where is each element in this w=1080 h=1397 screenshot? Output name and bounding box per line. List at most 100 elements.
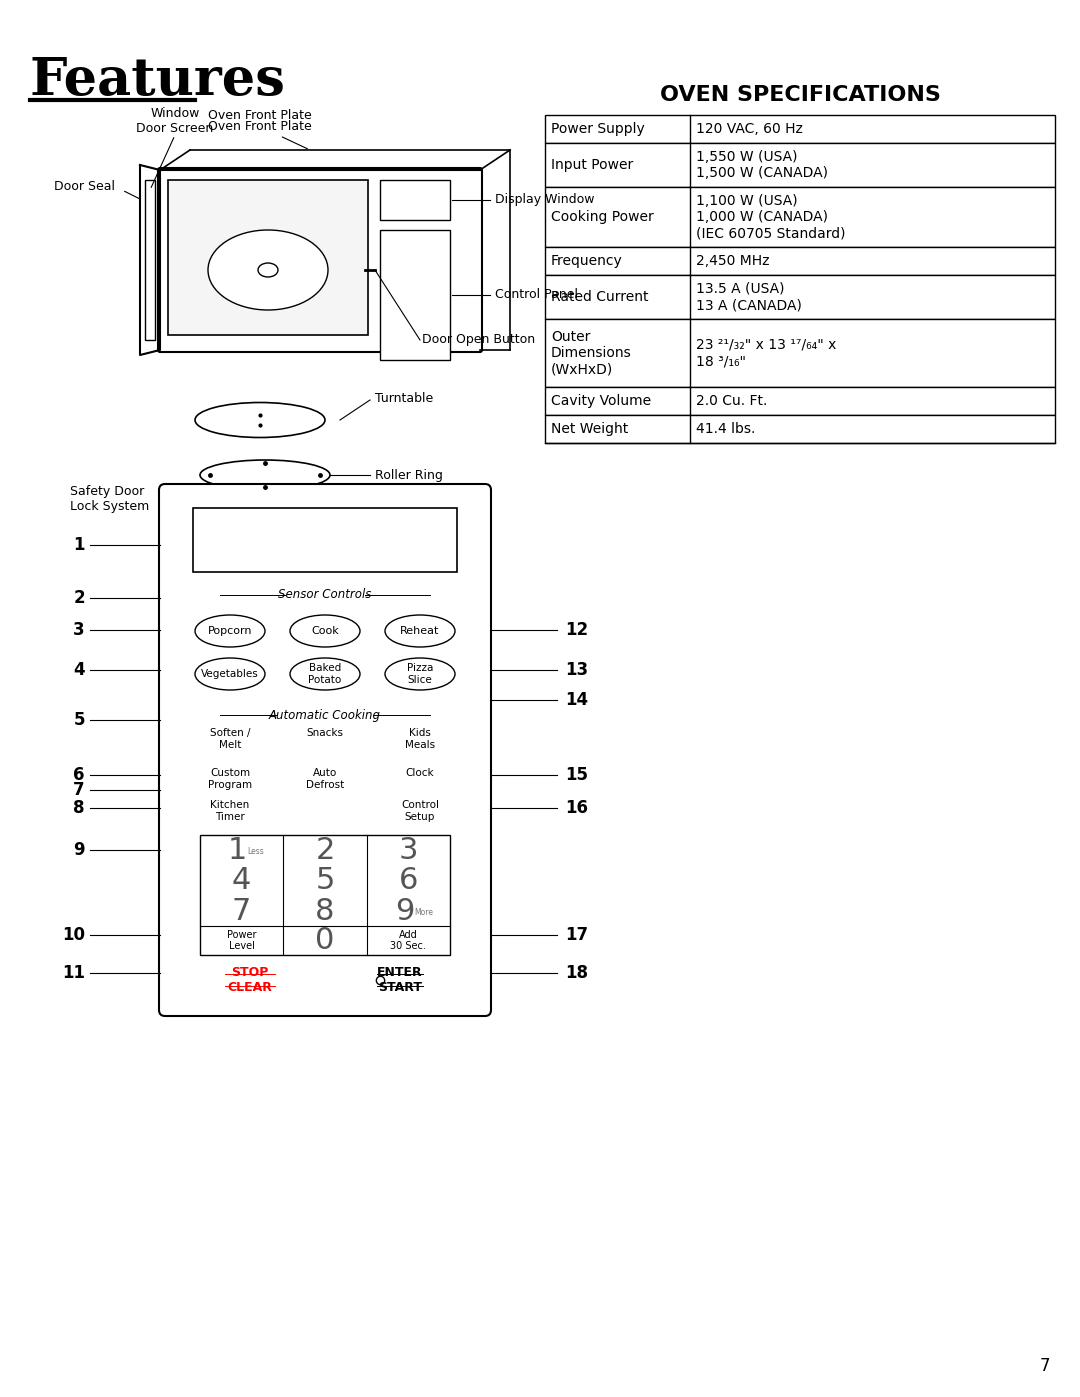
Text: Rated Current: Rated Current [551,291,648,305]
Ellipse shape [258,263,278,277]
Text: Baked
Potato: Baked Potato [309,664,341,685]
FancyBboxPatch shape [159,483,491,1016]
Text: Custom
Program: Custom Program [208,768,252,789]
Bar [545,115,1055,142]
Text: 8: 8 [315,897,335,925]
Text: Vegetables: Vegetables [201,669,259,679]
Text: 1: 1 [73,536,85,555]
Text: More: More [415,908,433,916]
Ellipse shape [208,231,328,310]
Text: Display Window: Display Window [495,194,594,207]
Text: 4: 4 [73,661,85,679]
Text: Safety Door
Lock System: Safety Door Lock System [70,485,149,513]
Text: Turntable: Turntable [375,391,433,405]
Text: 1,100 W (USA)
1,000 W (CANADA)
(IEC 60705 Standard): 1,100 W (USA) 1,000 W (CANADA) (IEC 6070… [696,194,846,240]
Text: 16: 16 [565,799,588,817]
Ellipse shape [195,658,265,690]
Text: 1,550 W (USA)
1,500 W (CANADA): 1,550 W (USA) 1,500 W (CANADA) [696,149,828,180]
Text: Control
Setup: Control Setup [401,800,438,821]
Text: 10: 10 [62,926,85,944]
Ellipse shape [291,658,360,690]
Text: Frequency: Frequency [551,254,623,268]
Text: Snacks: Snacks [307,728,343,738]
Text: Control Panel: Control Panel [495,289,578,302]
Text: Oven Front Plate: Oven Front Plate [208,120,312,149]
Text: Clock: Clock [406,768,434,778]
Ellipse shape [195,615,265,647]
Ellipse shape [384,658,455,690]
Text: 0: 0 [315,926,335,956]
Text: 7: 7 [232,897,252,925]
Text: 4: 4 [232,866,252,895]
Text: 3: 3 [399,835,418,865]
Text: 2.0 Cu. Ft.: 2.0 Cu. Ft. [696,394,768,408]
Text: Pizza
Slice: Pizza Slice [407,664,433,685]
Text: 9: 9 [73,841,85,859]
Ellipse shape [195,402,325,437]
Bar [545,275,1055,319]
Text: 1: 1 [228,835,247,865]
Text: Kitchen
Timer: Kitchen Timer [211,800,249,821]
Text: Net Weight: Net Weight [551,422,629,436]
Text: Automatic Cooking: Automatic Cooking [269,708,381,721]
Text: 120 VAC, 60 Hz: 120 VAC, 60 Hz [696,122,802,136]
Text: 7: 7 [1039,1356,1050,1375]
Text: 11: 11 [62,964,85,982]
Text: Power
Level: Power Level [227,930,256,951]
Text: Soften /
Melt: Soften / Melt [210,728,251,750]
Text: Popcorn: Popcorn [207,626,253,636]
Text: 12: 12 [565,622,589,638]
Text: 2,450 MHz: 2,450 MHz [696,254,769,268]
Text: 15: 15 [565,766,588,784]
Text: Power Supply: Power Supply [551,122,645,136]
Text: Sensor Controls: Sensor Controls [279,588,372,602]
Text: STOP
CLEAR: STOP CLEAR [228,965,272,995]
FancyBboxPatch shape [193,509,457,571]
Text: Add
30 Sec.: Add 30 Sec. [390,930,427,951]
Text: Door Open Button: Door Open Button [422,334,535,346]
Text: Input Power: Input Power [551,158,633,172]
Text: 17: 17 [565,926,589,944]
Text: Less: Less [247,847,265,856]
Text: 9: 9 [394,897,414,925]
Text: OVEN SPECIFICATIONS: OVEN SPECIFICATIONS [660,85,941,105]
Text: 13: 13 [565,661,589,679]
FancyBboxPatch shape [168,180,368,335]
Text: Reheat: Reheat [401,626,440,636]
Ellipse shape [291,615,360,647]
Ellipse shape [200,460,330,490]
Text: 41.4 lbs.: 41.4 lbs. [696,422,755,436]
Text: 23 ²¹/₃₂" x 13 ¹⁷/₆₄" x
18 ³/₁₆": 23 ²¹/₃₂" x 13 ¹⁷/₆₄" x 18 ³/₁₆" [696,338,836,367]
FancyBboxPatch shape [380,231,450,360]
Bar [545,247,1055,275]
Text: Auto
Defrost: Auto Defrost [306,768,345,789]
Text: Outer
Dimensions
(WxHxD): Outer Dimensions (WxHxD) [551,330,632,376]
Bar [545,387,1055,415]
Text: Kids
Meals: Kids Meals [405,728,435,750]
Text: Cook: Cook [311,626,339,636]
Text: 14: 14 [565,692,589,710]
Text: 7: 7 [73,781,85,799]
Bar [545,187,1055,247]
Text: 2: 2 [315,835,335,865]
Text: Roller Ring: Roller Ring [375,468,443,482]
FancyBboxPatch shape [200,835,450,956]
Text: 6: 6 [73,766,85,784]
Text: 3: 3 [73,622,85,638]
Text: 8: 8 [73,799,85,817]
Text: Features: Features [30,54,286,106]
FancyBboxPatch shape [380,180,450,219]
FancyBboxPatch shape [158,168,482,352]
Text: ENTER
START: ENTER START [377,965,422,995]
Ellipse shape [384,615,455,647]
Text: 18: 18 [565,964,588,982]
Text: 2: 2 [73,590,85,608]
Text: 13.5 A (USA)
13 A (CANADA): 13.5 A (USA) 13 A (CANADA) [696,282,801,312]
Bar [545,415,1055,443]
Text: Cavity Volume: Cavity Volume [551,394,651,408]
Text: Window
Door Screen: Window Door Screen [136,108,214,136]
Text: 6: 6 [399,866,418,895]
Bar [545,319,1055,387]
Bar [545,142,1055,187]
FancyBboxPatch shape [145,180,156,339]
